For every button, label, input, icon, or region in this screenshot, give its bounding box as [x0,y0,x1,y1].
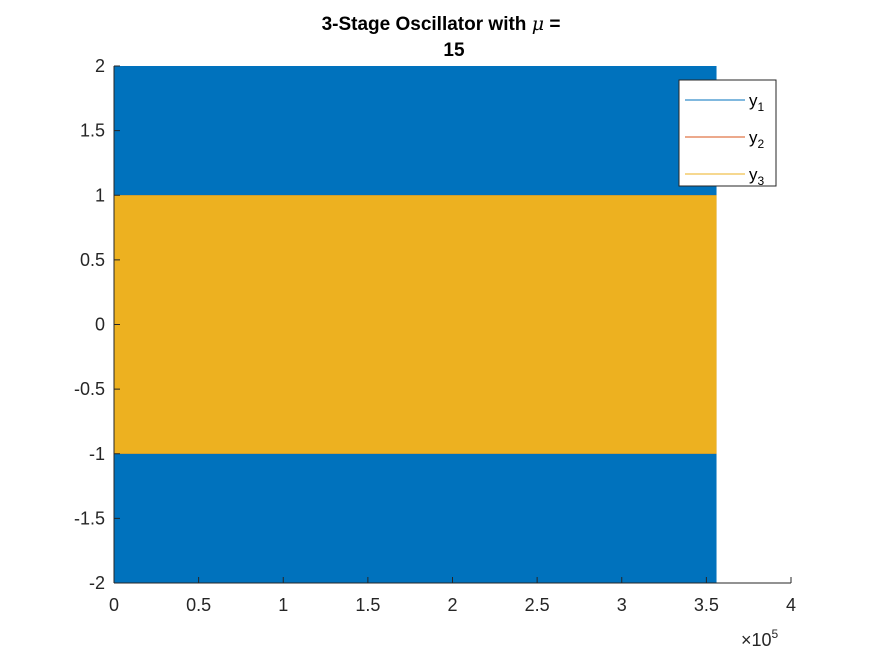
y-tick-label: -1 [89,444,105,464]
legend-label: y2 [749,128,765,151]
legend-label-subscript: 1 [758,100,765,114]
title-suffix: = [544,14,560,35]
x-tick-label: 4 [786,595,796,615]
x-tick-label: 3 [617,595,627,615]
legend-label-subscript: 2 [758,137,765,151]
y-tick-label: 1 [95,185,105,205]
y-tick-label: 0 [95,315,105,335]
axes [113,65,792,584]
x-exponent-base: ×10 [741,630,772,650]
series-layer [114,66,717,583]
y-tick-label: -1.5 [74,508,105,528]
legend-label-base: y [749,128,758,147]
x-exponent-power: 5 [772,627,779,641]
y-tick-label: -0.5 [74,379,105,399]
y-tick-label: 2 [95,56,105,76]
x-tick-label: 0 [109,595,119,615]
series-3-band [114,195,717,454]
x-tick-label: 3.5 [694,595,719,615]
legend-label-base: y [749,91,758,110]
x-tick-label: 2.5 [525,595,550,615]
x-tick-label: 1.5 [355,595,380,615]
title-line-1: 3-Stage Oscillator with μ = [322,13,561,35]
x-exponent-label: ×105 [741,627,779,650]
legend-label-base: y [749,165,758,184]
x-tick-label: 0.5 [186,595,211,615]
legend-label-subscript: 3 [758,174,765,188]
y-tick-label: 1.5 [80,121,105,141]
x-tick-label: 2 [447,595,457,615]
legend-label: y3 [749,165,765,188]
title-mu-symbol: μ [532,13,544,35]
legend-label: y1 [749,91,765,114]
chart-title: 3-Stage Oscillator with μ = 15 [322,13,561,61]
legend-box [678,79,777,187]
x-tick-label: 1 [278,595,288,615]
tick-labels: 0 0.5 1 1.5 2 2.5 3 3.5 4 -2 -1.5 -1 -0.5 0 0.5 1 1.5 2 [74,56,796,615]
title-line-2: 15 [443,40,465,61]
y-tick-label: 0.5 [80,250,105,270]
title-prefix: 3-Stage Oscillator with [322,14,532,35]
y-tick-label: -2 [89,573,105,593]
